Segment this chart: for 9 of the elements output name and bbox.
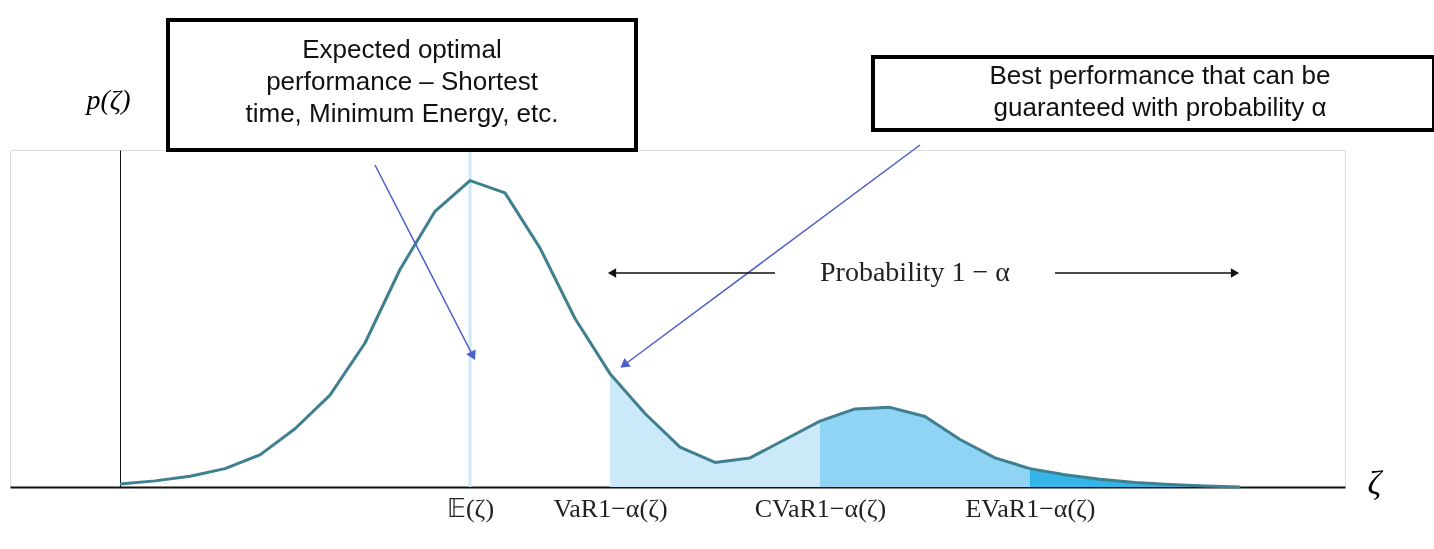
text: Expected optimal performance – Shortest time, Minimum Energy, etc. (245, 34, 559, 128)
x-axis-title: ζ (1367, 463, 1384, 501)
x-tick-label: VaR1−α(ζ) (553, 493, 668, 523)
text: Best performance that can be guaranteed with probability α (989, 60, 1331, 122)
x-tick-label: EVaR1−α(ζ) (965, 493, 1096, 523)
x-tick-label: 𝔼(ζ) (446, 493, 495, 523)
x-tick-label: CVaR1−α(ζ) (754, 493, 887, 523)
y-axis-title: p(ζ) (84, 83, 131, 115)
annotation: Probability 1 − α (820, 256, 1011, 287)
